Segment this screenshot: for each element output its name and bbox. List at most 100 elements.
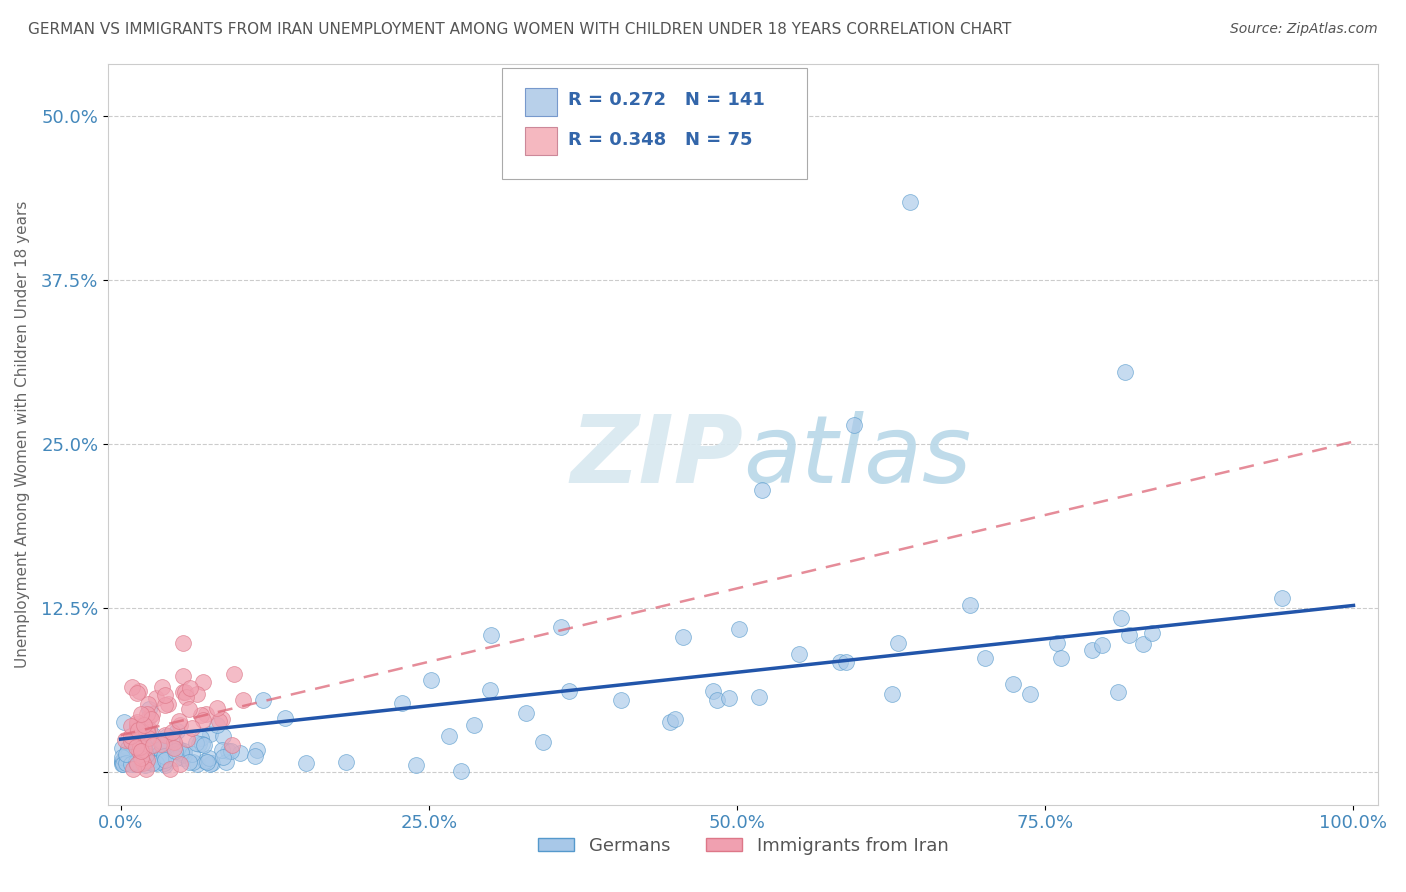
Point: [610, 693, 633, 707]
Point: [127, 751, 149, 765]
Point: [215, 755, 238, 769]
Point: [167, 742, 190, 756]
Point: [136, 729, 159, 743]
Point: [658, 714, 681, 729]
Text: R = 0.272   N = 141: R = 0.272 N = 141: [568, 91, 765, 110]
Point: [129, 744, 152, 758]
Point: [224, 667, 246, 681]
Point: [128, 748, 150, 763]
Point: [479, 682, 502, 697]
Point: [198, 751, 221, 765]
Point: [115, 756, 138, 770]
Point: [221, 744, 243, 758]
Point: [886, 636, 908, 650]
Point: [176, 732, 198, 747]
Point: [437, 730, 460, 744]
Point: [153, 698, 176, 712]
Point: [132, 718, 155, 732]
FancyBboxPatch shape: [502, 68, 807, 179]
Point: [1046, 636, 1069, 650]
Point: [1271, 591, 1294, 605]
Point: [120, 718, 142, 732]
Point: [124, 744, 146, 758]
Point: [170, 747, 193, 762]
Point: [125, 739, 148, 754]
Point: [138, 709, 160, 723]
Point: [135, 747, 157, 762]
Point: [1081, 642, 1104, 657]
Point: [531, 735, 554, 749]
Point: [186, 687, 208, 701]
Point: [187, 737, 209, 751]
Point: [135, 748, 157, 763]
Point: [153, 728, 176, 742]
Point: [150, 680, 173, 694]
Point: [420, 673, 443, 687]
Point: [142, 738, 165, 752]
Point: [1118, 628, 1140, 642]
Point: [973, 651, 995, 665]
Point: [141, 756, 163, 770]
Point: [111, 749, 134, 764]
Point: [134, 751, 156, 765]
Point: [201, 756, 224, 770]
Point: [141, 754, 163, 768]
Point: [145, 691, 167, 706]
Point: [135, 725, 157, 739]
Point: [150, 741, 173, 756]
Point: [132, 719, 155, 733]
Point: [124, 754, 146, 768]
Point: [1114, 365, 1136, 379]
Point: [156, 730, 179, 744]
Point: [128, 756, 150, 771]
Point: [172, 751, 194, 765]
Point: [198, 756, 221, 771]
Point: [748, 690, 770, 705]
Text: ZIP: ZIP: [571, 410, 744, 502]
Point: [181, 747, 204, 761]
Point: [172, 636, 194, 650]
Point: [208, 714, 231, 729]
Point: [129, 745, 152, 759]
Point: [149, 749, 172, 764]
Point: [479, 628, 502, 642]
Point: [125, 756, 148, 771]
Y-axis label: Unemployment Among Women with Children Under 18 years: Unemployment Among Women with Children U…: [15, 201, 30, 668]
Point: [463, 718, 485, 732]
Point: [190, 707, 212, 722]
Point: [173, 743, 195, 757]
Point: [121, 680, 143, 694]
Point: [162, 735, 184, 749]
Point: [150, 754, 173, 768]
Point: [515, 706, 537, 720]
Point: [138, 701, 160, 715]
Text: R = 0.348   N = 75: R = 0.348 N = 75: [568, 130, 752, 149]
Point: [173, 685, 195, 699]
Point: [120, 756, 142, 771]
Point: [111, 741, 134, 756]
Point: [221, 738, 243, 752]
Point: [450, 764, 472, 778]
Text: GERMAN VS IMMIGRANTS FROM IRAN UNEMPLOYMENT AMONG WOMEN WITH CHILDREN UNDER 18 Y: GERMAN VS IMMIGRANTS FROM IRAN UNEMPLOYM…: [28, 22, 1011, 37]
Point: [959, 598, 981, 612]
Point: [558, 684, 581, 698]
Text: atlas: atlas: [744, 411, 972, 502]
Point: [217, 744, 239, 758]
Point: [139, 712, 162, 726]
Point: [135, 753, 157, 767]
Point: [153, 753, 176, 767]
Point: [664, 712, 686, 726]
Point: [129, 720, 152, 734]
Point: [205, 718, 228, 732]
Point: [190, 731, 212, 746]
Point: [245, 748, 267, 763]
Point: [124, 757, 146, 772]
Point: [181, 755, 204, 769]
Point: [274, 711, 297, 725]
Point: [129, 751, 152, 765]
Point: [111, 754, 134, 768]
Point: [232, 693, 254, 707]
Point: [131, 750, 153, 764]
Point: [112, 715, 135, 730]
Point: [179, 681, 201, 696]
